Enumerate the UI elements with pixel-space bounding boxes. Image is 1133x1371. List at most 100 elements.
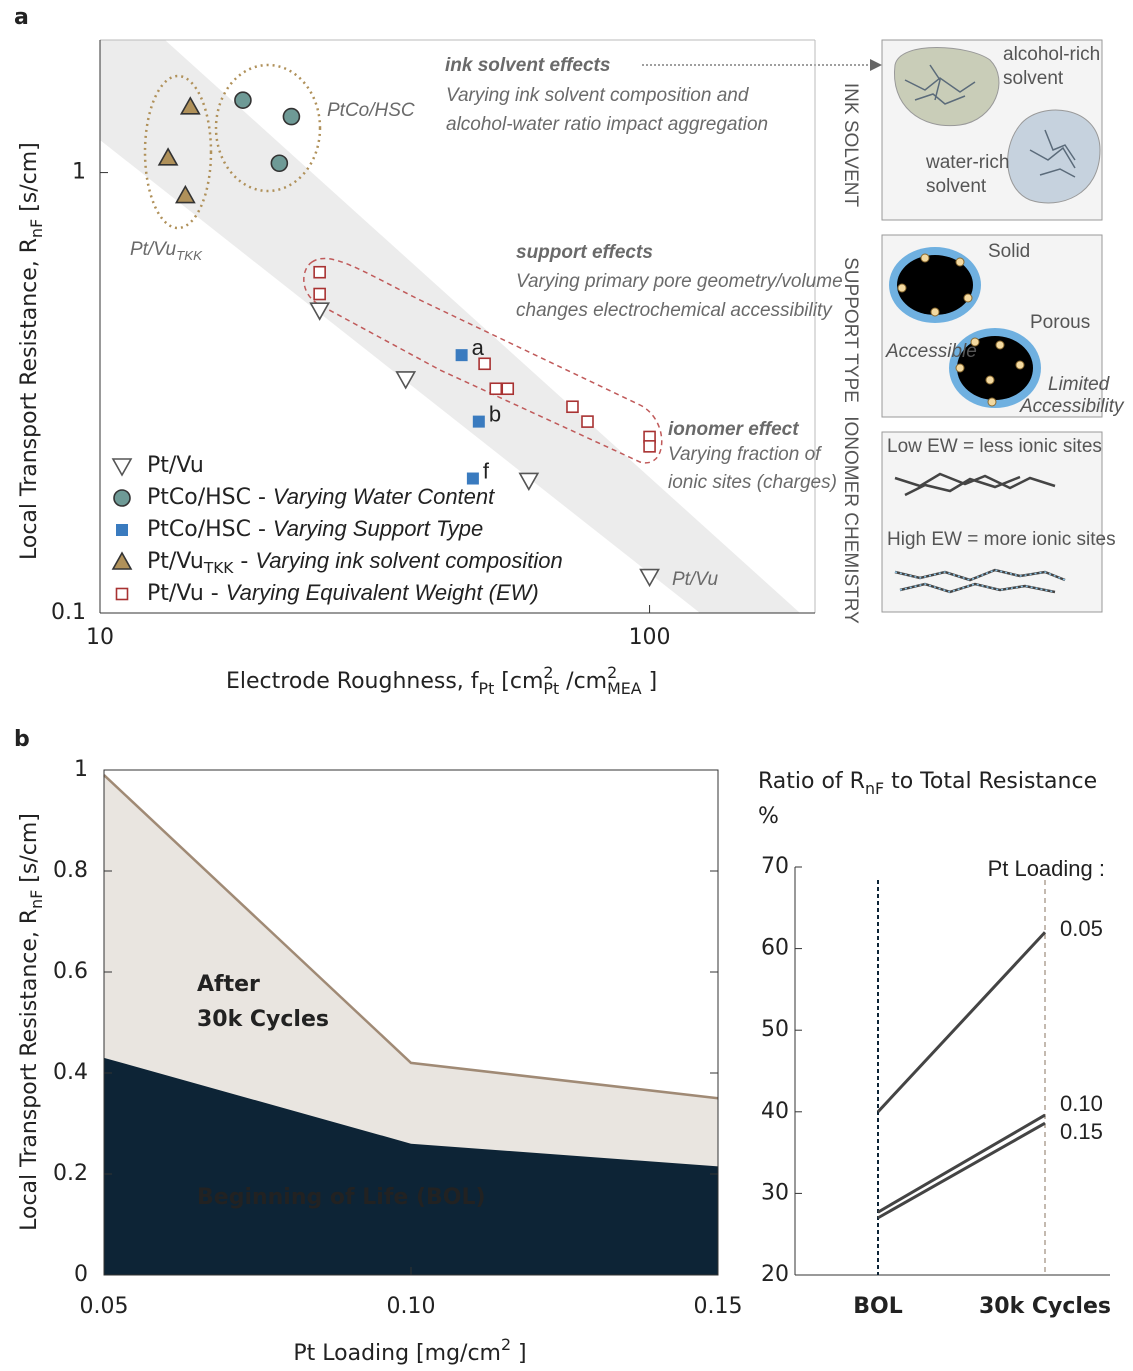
y-tick-label: 1 — [72, 160, 86, 185]
side-panel-label: Low EW = less ionic sites — [887, 436, 1102, 457]
x-tick-label: 100 — [629, 625, 671, 650]
side-panel-label: alcohol-rich — [1003, 44, 1100, 65]
text-part: Local Transport Resistance, R — [17, 238, 42, 560]
solvent-blob — [893, 47, 1000, 127]
marker — [489, 382, 503, 396]
x-tick-label: 0.15 — [694, 1294, 743, 1319]
y-tick-label: 0.2 — [53, 1161, 88, 1186]
text-part: Varying primary pore geometry/volume — [516, 271, 843, 292]
text-part: nF — [27, 219, 46, 238]
y-tick-label: 0 — [74, 1262, 88, 1287]
text-part: After — [197, 972, 260, 997]
series-label: 0.15 — [1060, 1119, 1103, 1144]
text-part: /cm — [559, 669, 607, 694]
marker — [174, 184, 196, 204]
marker — [115, 587, 129, 601]
solvent-blob — [1007, 109, 1101, 204]
y-tick-label: 70 — [761, 854, 789, 879]
marker — [501, 382, 515, 396]
side-panel — [881, 431, 1103, 613]
trend-band — [100, 40, 800, 613]
text-part: Pt/Vu — [130, 239, 177, 260]
annotation: PtCo/HSC — [327, 100, 415, 121]
area-label: Beginning of Life (BOL) — [197, 1185, 486, 1210]
text-part: Pt/Vu - — [147, 581, 226, 606]
group-outline — [143, 74, 213, 230]
y-tick-label: 1 — [74, 757, 88, 782]
support-core — [957, 336, 1033, 400]
y-axis-label: Local Transport Resistance, RnF [s/cm] — [17, 813, 46, 1231]
text-part: [s/cm] — [17, 142, 42, 219]
marker — [581, 415, 594, 428]
annotation: Pt/VuTKK — [130, 239, 203, 263]
side-panel-label: High EW = more ionic sites — [887, 529, 1116, 550]
legend-label: Pt/Vu - Varying Equivalent Weight (EW) — [147, 580, 539, 606]
marker — [113, 489, 131, 507]
side-panel-label: Accessibility — [1019, 396, 1125, 417]
aggregate — [904, 64, 1076, 178]
y-tick-label: 30 — [761, 1180, 789, 1205]
annotation: Pt/Vu — [672, 569, 719, 590]
group-outline — [214, 63, 322, 193]
side-panel-title: INK SOLVENT — [840, 83, 861, 208]
text-part: ] — [511, 1341, 527, 1366]
marker — [111, 458, 133, 477]
annotation: ionic sites (charges) — [668, 472, 837, 493]
support-core — [897, 255, 973, 315]
marker — [639, 568, 660, 588]
chart-subtitle: % — [758, 804, 779, 829]
text-part: Varying ink solvent composition — [255, 548, 562, 573]
marker — [518, 472, 540, 492]
marker — [270, 154, 289, 173]
line — [877, 1121, 1046, 1220]
text-part: Pt/Vu — [147, 453, 204, 478]
annotation: support effects — [516, 242, 653, 263]
ionomer-chain — [894, 472, 1066, 594]
y-tick-label: 40 — [761, 1099, 789, 1124]
text-part: Ratio of R — [758, 769, 865, 794]
legend-label: PtCo/HSC - Varying Water Content — [147, 484, 495, 510]
y-axis-label: Local Transport Resistance, RnF [s/cm] — [17, 142, 46, 560]
text-part: Electrode Roughness, f — [226, 669, 480, 694]
side-panel-title: IONOMER CHEMISTRY — [840, 416, 861, 624]
text-part: Pt — [543, 679, 559, 698]
x-tick-label: 0.10 — [387, 1294, 436, 1319]
annotation: ionomer effect — [668, 419, 799, 440]
side-panel-label: Limited — [1048, 374, 1111, 395]
marker — [179, 96, 201, 115]
x-tick-label: 30k Cycles — [979, 1294, 1111, 1319]
text-part: [s/cm] — [17, 813, 42, 890]
series-label: 0.05 — [1060, 916, 1103, 941]
side-panel-label: solvent — [1003, 68, 1064, 89]
marker — [466, 472, 479, 485]
marker — [111, 551, 133, 570]
point-label: b — [489, 401, 501, 426]
annotation: Varying primary pore geometry/volume — [516, 271, 843, 292]
y-tick-label: 50 — [761, 1017, 789, 1042]
side-panel-title: SUPPORT TYPE — [840, 257, 861, 403]
x-axis-label: Electrode Roughness, fPt [cm2 Pt /cm2 MEA … — [226, 663, 657, 698]
text-part: 2 — [543, 663, 553, 682]
marker — [566, 400, 579, 414]
marker — [472, 415, 485, 428]
text-part: nF — [865, 779, 884, 798]
text-part: support effects — [516, 242, 653, 263]
text-part: Local Transport Resistance, R — [17, 909, 42, 1231]
y-tick-label: 0.6 — [53, 959, 88, 984]
y-tick-label: 0.8 — [53, 858, 88, 883]
text-part: 2 — [501, 1335, 511, 1354]
text-part: to Total Resistance — [884, 769, 1097, 794]
y-tick-label: 0.1 — [51, 600, 86, 625]
marker — [643, 440, 656, 453]
annotation: ink solvent effects — [445, 55, 610, 76]
text-part: nF — [27, 890, 46, 909]
side-panel-label: Solid — [988, 241, 1030, 262]
side-panel-label: Porous — [1030, 312, 1090, 333]
text-part: Pt/Vu — [147, 549, 204, 574]
legend-title: Pt Loading : — [988, 856, 1105, 881]
chart-title: Ratio of RnF to Total Resistance — [758, 769, 1097, 798]
text-part: ink solvent effects — [445, 55, 610, 76]
x-axis-label: Pt Loading [mg/cm2 ] — [293, 1335, 526, 1367]
point-label: a — [472, 335, 485, 360]
